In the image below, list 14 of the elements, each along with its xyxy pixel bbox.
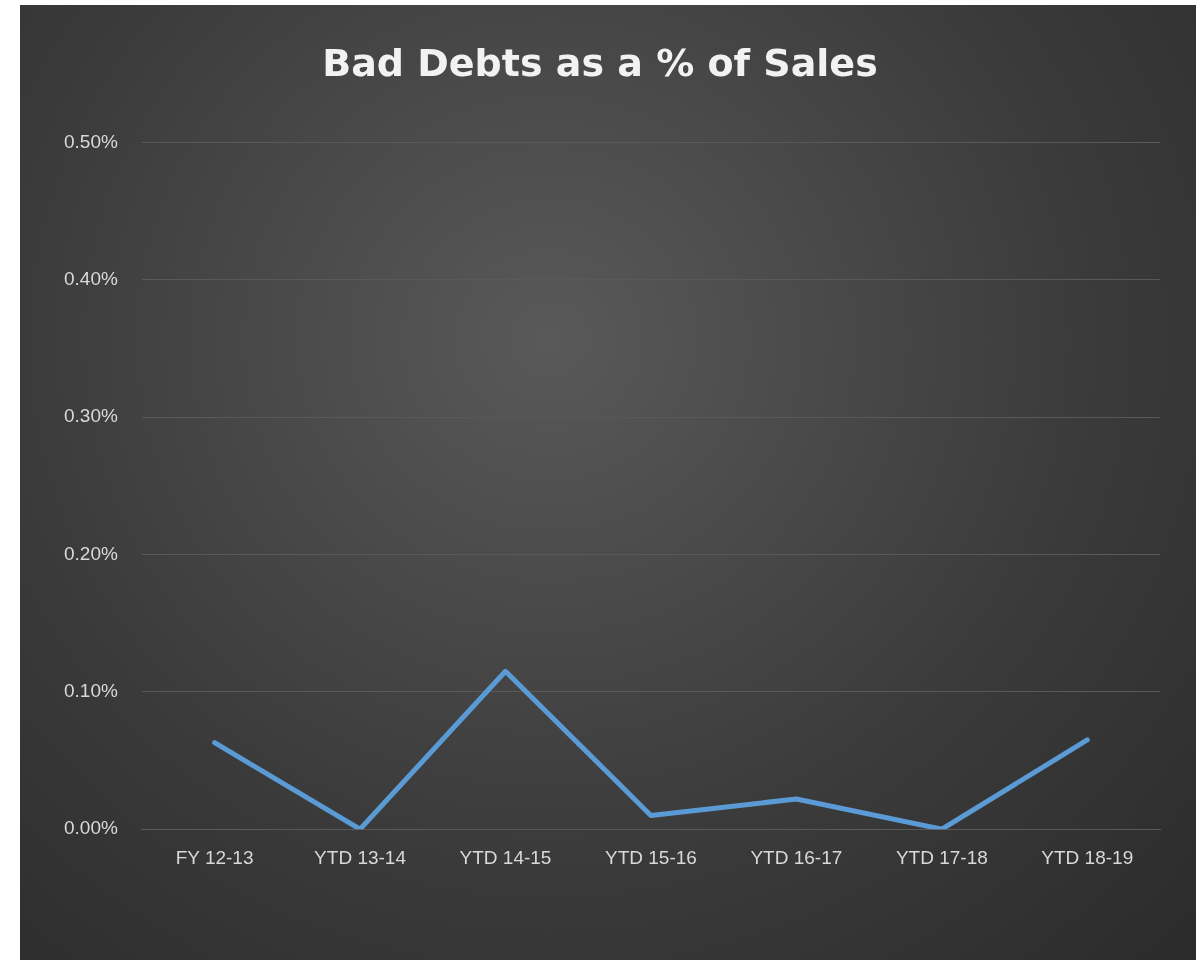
chart-title: Bad Debts as a % of Sales [322,40,878,85]
x-tick-label: YTD 18-19 [1041,846,1134,868]
x-tick-label: YTD 17-18 [895,846,988,868]
y-tick-label: 0.00% [64,817,118,839]
x-tick-label: YTD 13-14 [314,846,407,868]
y-tick-label: 0.20% [64,542,118,564]
y-tick-label: 0.30% [64,405,118,427]
x-tick-label: FY 12-13 [175,846,254,868]
x-tick-label: YTD 15-16 [605,846,697,868]
y-tick-label: 0.10% [64,680,118,702]
y-tick-label: 0.50% [64,130,118,152]
x-tick-label: YTD 16-17 [750,846,843,868]
x-tick-label: YTD 14-15 [459,846,552,868]
y-tick-label: 0.40% [64,268,118,290]
